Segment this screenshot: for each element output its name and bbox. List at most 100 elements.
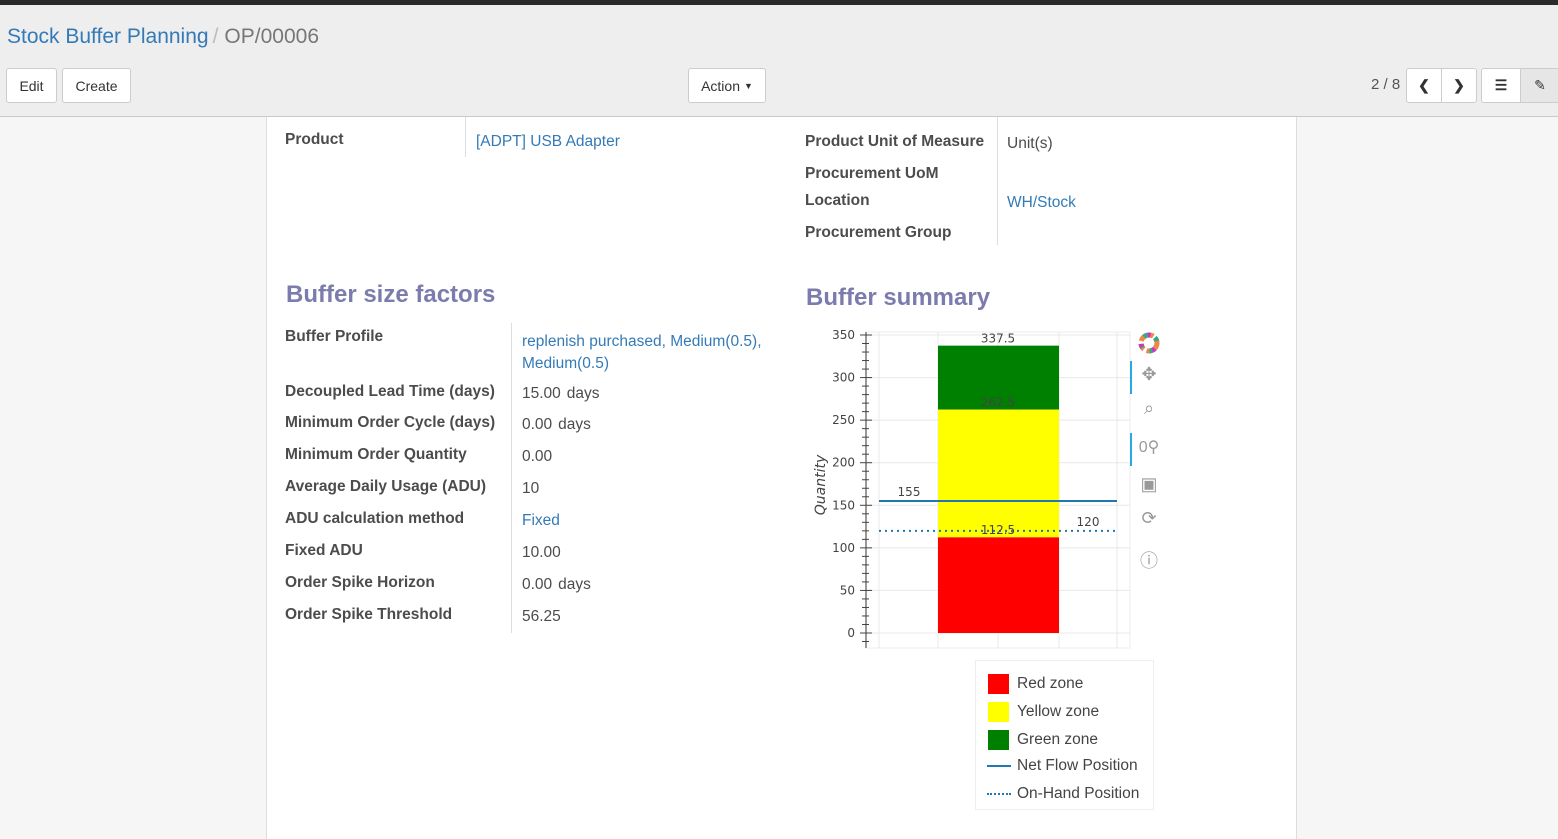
caret-down-icon: ▼ <box>744 80 753 91</box>
unit-text: days <box>558 576 591 593</box>
field-value[interactable]: 0.00 days <box>522 576 591 594</box>
legend-item-on-hand: On-Hand Position <box>987 785 1139 803</box>
pager-value: 2 / 8 <box>1371 76 1401 93</box>
location-link[interactable]: WH/Stock <box>1007 194 1076 211</box>
field-label: Fixed ADU <box>285 542 363 559</box>
field-value[interactable]: Fixed <box>522 512 560 530</box>
yellow-zone-bar <box>938 409 1059 538</box>
procurement-group-label: Procurement Group <box>805 224 952 241</box>
legend-item-red: Red zone <box>988 674 1083 694</box>
next-button[interactable]: ❯ <box>1441 68 1477 103</box>
value-text: 0.00 <box>522 416 553 433</box>
active-tool-indicator <box>1130 361 1132 394</box>
breadcrumb: Stock Buffer Planning / OP/00006 <box>7 25 319 48</box>
green-zone-bar <box>938 345 1059 410</box>
value-text: Fixed <box>522 512 560 529</box>
product-label: Product <box>285 131 344 148</box>
pan-icon[interactable]: ✥ <box>1141 364 1157 384</box>
y-tick-label: 300 <box>832 371 855 385</box>
legend-item-green: Green zone <box>988 730 1098 750</box>
buffer-profile-label: Buffer Profile <box>285 328 384 345</box>
field-label: Decoupled Lead Time (days) <box>285 383 495 400</box>
edit-button[interactable]: Edit <box>6 68 57 103</box>
list-view-button[interactable]: ☰ <box>1481 68 1521 103</box>
buffer-chart[interactable]: 0 50 100 150 200 250 300 350 Quantity 112.5 262.5 3… <box>800 320 1160 660</box>
field-value[interactable]: 0.00 <box>522 448 552 466</box>
field-label: Order Spike Horizon <box>285 574 435 591</box>
y-tick-label: 50 <box>840 583 855 597</box>
field-value[interactable]: 10.00 <box>522 544 561 562</box>
reset-icon[interactable]: ⟳ <box>1141 508 1157 528</box>
yellow-swatch <box>988 702 1009 722</box>
zone-data-label: 112.5 <box>981 523 1015 537</box>
control-panel: Stock Buffer Planning / OP/00006 Edit Crea… <box>0 5 1558 117</box>
chevron-right-icon: ❯ <box>1453 77 1465 93</box>
value-text: 56.25 <box>522 608 561 625</box>
zone-data-label: 262.5 <box>981 396 1015 410</box>
action-dropdown[interactable]: Action ▼ <box>688 68 766 103</box>
field-label: Order Spike Threshold <box>285 606 453 623</box>
uom-label: Product Unit of Measure <box>805 133 985 150</box>
value-text: 15.00 <box>522 385 561 402</box>
save-icon[interactable]: ▣ <box>1140 474 1158 494</box>
breadcrumb-parent[interactable]: Stock Buffer Planning <box>7 25 209 48</box>
buffer-profile-link[interactable]: replenish purchased, Medium(0.5), Medium… <box>522 333 762 372</box>
divider <box>511 323 512 633</box>
legend-item-net-flow: Net Flow Position <box>987 757 1138 775</box>
field-value[interactable]: 0.00 days <box>522 416 591 434</box>
green-swatch <box>988 730 1009 750</box>
edit-form-icon: ✎ <box>1534 77 1546 93</box>
legend-label: Red zone <box>1017 675 1084 692</box>
top-navbar <box>0 0 1558 5</box>
box-zoom-icon[interactable]: ⌕ <box>1143 398 1155 418</box>
divider <box>465 117 466 157</box>
active-tool-indicator <box>1130 433 1132 466</box>
field-label: Average Daily Usage (ADU) <box>285 478 486 495</box>
buffer-summary-title: Buffer summary <box>806 284 991 311</box>
value-text: 10 <box>522 480 540 497</box>
form-view-button[interactable]: ✎ <box>1520 68 1558 103</box>
unit-text: days <box>566 385 600 402</box>
action-label: Action <box>701 77 740 94</box>
y-tick-label: 250 <box>832 413 855 427</box>
chart-legend: Red zone Yellow zone Green zone Net Flow… <box>975 660 1154 810</box>
y-tick-label: 100 <box>832 541 855 555</box>
y-tick-label: 350 <box>832 328 855 342</box>
field-value[interactable]: 15.00 days <box>522 385 600 403</box>
wheel-zoom-icon[interactable]: 0⚲ <box>1138 439 1160 456</box>
legend-item-yellow: Yellow zone <box>988 702 1099 722</box>
location-label: Location <box>805 192 870 209</box>
dotted-line-swatch <box>987 793 1011 795</box>
uom-value[interactable]: Unit(s) <box>1007 135 1053 152</box>
solid-line-swatch <box>987 765 1011 767</box>
y-axis-label: Quantity <box>813 454 829 515</box>
y-tick-label: 150 <box>832 498 855 512</box>
value-text: 0.00 <box>522 448 553 465</box>
previous-button[interactable]: ❮ <box>1406 68 1442 103</box>
chevron-left-icon: ❮ <box>1418 77 1430 93</box>
y-tick-label: 200 <box>832 456 855 470</box>
field-value[interactable]: 10 <box>522 480 539 498</box>
legend-label: On-Hand Position <box>1017 785 1140 802</box>
y-tick-label: 0 <box>847 626 855 640</box>
divider <box>997 117 998 245</box>
legend-label: Green zone <box>1017 731 1098 748</box>
on-hand-label: 120 <box>1077 515 1100 529</box>
unit-text: days <box>558 416 591 433</box>
red-zone-bar <box>938 537 1059 633</box>
legend-label: Yellow zone <box>1017 703 1100 720</box>
bokeh-logo-icon[interactable] <box>1137 331 1160 360</box>
legend-label: Net Flow Position <box>1017 757 1138 774</box>
field-label: ADU calculation method <box>285 510 465 527</box>
product-link[interactable]: [ADPT] USB Adapter <box>476 133 620 150</box>
procurement-uom-label: Procurement UoM <box>805 165 939 182</box>
zone-data-label: 337.5 <box>981 332 1015 346</box>
list-icon: ☰ <box>1494 77 1508 93</box>
field-value[interactable]: 56.25 <box>522 608 561 626</box>
value-text: 10.00 <box>522 544 561 561</box>
buffer-size-title: Buffer size factors <box>286 281 496 308</box>
red-swatch <box>988 674 1009 694</box>
value-text: 0.00 <box>522 576 553 593</box>
help-icon[interactable]: ⓘ <box>1140 551 1158 571</box>
create-button[interactable]: Create <box>62 68 131 103</box>
